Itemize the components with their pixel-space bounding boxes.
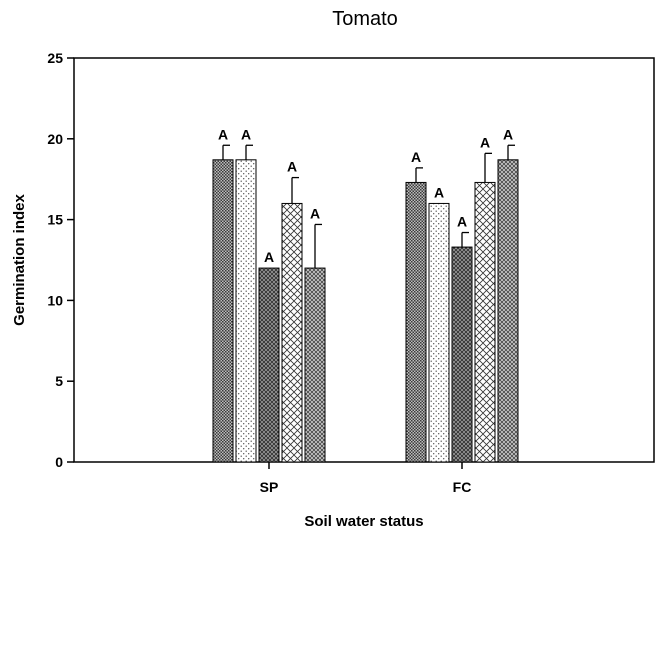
chart-title: Tomato bbox=[332, 8, 398, 30]
y-tick-label: 15 bbox=[47, 212, 63, 228]
bar bbox=[497, 159, 519, 463]
bar bbox=[428, 202, 450, 463]
y-axis-label: Germination index bbox=[11, 194, 28, 326]
significance-label: A bbox=[218, 126, 228, 142]
y-tick-label: 25 bbox=[47, 50, 63, 66]
y-tick-label: 10 bbox=[47, 292, 63, 308]
bar bbox=[212, 159, 234, 463]
x-axis: SP FC bbox=[260, 462, 472, 495]
bar bbox=[281, 202, 303, 463]
bar bbox=[451, 246, 473, 463]
significance-label: A bbox=[480, 134, 490, 150]
x-axis-label: Soil water status bbox=[304, 513, 423, 530]
y-tick-label: 20 bbox=[47, 131, 63, 147]
y-axis: 0 5 10 15 20 25 bbox=[47, 50, 74, 470]
bar bbox=[235, 159, 257, 463]
bar bbox=[405, 181, 427, 463]
x-tick-label: FC bbox=[453, 479, 472, 495]
y-tick-label: 0 bbox=[55, 454, 63, 470]
significance-label: A bbox=[287, 159, 297, 175]
bar bbox=[304, 267, 326, 463]
significance-label: A bbox=[411, 149, 421, 165]
significance-label: A bbox=[434, 184, 444, 200]
significance-label: A bbox=[503, 126, 513, 142]
bar bbox=[258, 267, 280, 463]
significance-label: A bbox=[241, 126, 251, 142]
y-tick-label: 5 bbox=[55, 373, 63, 389]
x-tick-label: SP bbox=[260, 479, 279, 495]
plot-frame bbox=[73, 57, 655, 463]
significance-label: A bbox=[310, 205, 320, 221]
significance-label: A bbox=[457, 214, 467, 230]
significance-label: A bbox=[264, 249, 274, 265]
bar bbox=[474, 181, 496, 463]
